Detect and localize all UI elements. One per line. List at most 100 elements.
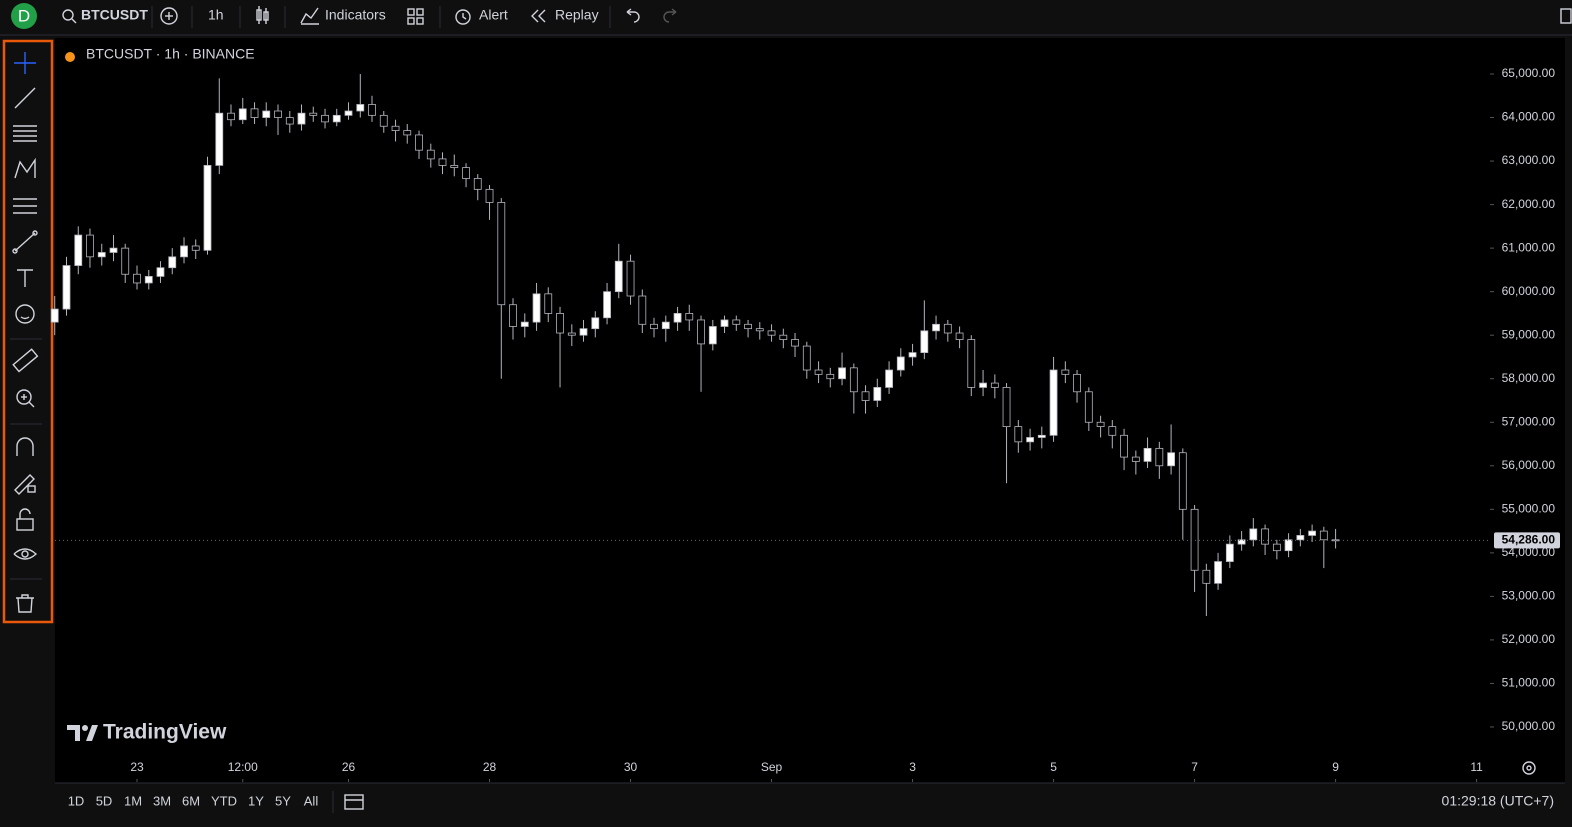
y-tick-label: 62,000.00 — [1502, 197, 1556, 211]
interval[interactable]: 1h — [208, 7, 224, 23]
x-tick-label: 26 — [342, 760, 356, 774]
candle-body — [144, 276, 153, 284]
alert-icon[interactable] — [455, 9, 471, 25]
y-tick-label: 55,000.00 — [1502, 501, 1556, 515]
range-button[interactable]: 5D — [96, 793, 113, 808]
candle-body — [873, 387, 882, 401]
range-button[interactable]: 1Y — [248, 793, 264, 808]
candle-body — [332, 114, 341, 123]
candle-body — [227, 112, 235, 121]
candle-body — [579, 328, 588, 336]
candle-body — [109, 247, 118, 253]
goto-date[interactable] — [344, 794, 364, 810]
candle-body — [391, 125, 400, 131]
x-tick-label: 11 — [1470, 760, 1483, 774]
candle-body — [755, 328, 764, 332]
last-price-label: 54,286.00 — [1502, 533, 1556, 547]
replay[interactable]: Replay — [555, 7, 599, 23]
symbol[interactable]: BTCUSDT — [81, 7, 148, 23]
candle-body — [438, 158, 447, 166]
redo[interactable] — [663, 8, 677, 23]
candle-body — [967, 339, 976, 388]
indicators[interactable]: Indicators — [325, 7, 386, 23]
candle-body — [485, 188, 494, 203]
candle-body — [896, 356, 905, 371]
layout-icon[interactable] — [407, 8, 424, 25]
candle-body — [1037, 434, 1046, 438]
candle-body — [1061, 369, 1070, 375]
candle-body — [1319, 530, 1328, 541]
candle-body — [1014, 426, 1023, 443]
x-tick-label: 23 — [130, 760, 144, 774]
panel-toggle[interactable] — [1560, 8, 1572, 24]
clock: 01:29:18 (UTC+7) — [1442, 793, 1554, 809]
x-tick-label: 9 — [1332, 760, 1339, 774]
candle-body — [567, 332, 576, 336]
y-tick-label: 65,000.00 — [1502, 66, 1556, 80]
range-button[interactable]: 3M — [153, 793, 171, 808]
candle-body — [779, 334, 788, 340]
candle-body — [1084, 391, 1093, 423]
candle-body — [861, 391, 870, 401]
candle-body — [1308, 530, 1317, 536]
candle-body — [1167, 452, 1176, 467]
last-price-box — [1494, 532, 1560, 549]
range-button[interactable]: YTD — [211, 793, 237, 808]
x-tick-label: 12:00 — [228, 760, 258, 774]
add-symbol[interactable] — [160, 7, 178, 25]
range-button[interactable]: 1D — [68, 793, 85, 808]
chart-type-icon[interactable] — [256, 6, 269, 24]
candle-body — [591, 317, 600, 330]
candle-body — [50, 308, 59, 323]
symbol-logo — [65, 52, 75, 62]
candle-body — [62, 265, 71, 310]
avatar-letter: D — [18, 6, 30, 25]
replay-icon[interactable] — [531, 9, 546, 23]
candle-body — [920, 330, 929, 354]
candle-body — [74, 234, 83, 266]
candle-body — [1026, 437, 1034, 443]
candle-body — [697, 319, 705, 345]
range-button[interactable]: All — [304, 793, 319, 808]
candle-body — [1002, 387, 1011, 428]
settings[interactable] — [1522, 761, 1536, 775]
candle-body — [203, 165, 212, 251]
candle-body — [1143, 447, 1152, 462]
candle-body — [1202, 569, 1211, 584]
candle-body — [673, 313, 682, 323]
candle-body — [943, 323, 952, 334]
y-tick-label: 50,000.00 — [1502, 719, 1556, 733]
candle-body — [826, 373, 835, 380]
candle-body — [603, 291, 611, 319]
range-button[interactable]: 1M — [124, 793, 142, 808]
candle-body — [791, 339, 799, 347]
undo[interactable] — [626, 8, 640, 23]
y-tick-label: 58,000.00 — [1502, 371, 1556, 385]
candle-body — [720, 319, 729, 327]
search-icon[interactable] — [62, 9, 77, 24]
indicators-icon[interactable] — [300, 7, 319, 25]
drawing-tools[interactable] — [10, 52, 42, 613]
candle-body — [979, 382, 987, 388]
y-tick-label: 57,000.00 — [1502, 414, 1556, 428]
candle-body — [1131, 456, 1140, 462]
x-tick-label: Sep — [761, 760, 783, 774]
candle-body — [556, 313, 564, 334]
candle-body — [250, 108, 259, 118]
candle-body — [1190, 508, 1199, 571]
y-tick-label: 51,000.00 — [1502, 676, 1556, 690]
candle-body — [509, 304, 517, 327]
y-tick-label: 56,000.00 — [1502, 458, 1556, 472]
top-bar — [0, 0, 1572, 34]
candle-body — [1049, 369, 1058, 436]
y-tick-label: 61,000.00 — [1502, 240, 1556, 254]
candle-body — [814, 369, 823, 375]
range-button[interactable]: 6M — [182, 793, 200, 808]
avatar[interactable] — [11, 3, 37, 29]
x-tick-label: 7 — [1191, 760, 1198, 774]
alert[interactable]: Alert — [479, 7, 508, 23]
candle-body — [274, 110, 282, 118]
left-toolbar — [0, 36, 53, 827]
range-button[interactable]: 5Y — [275, 793, 291, 808]
